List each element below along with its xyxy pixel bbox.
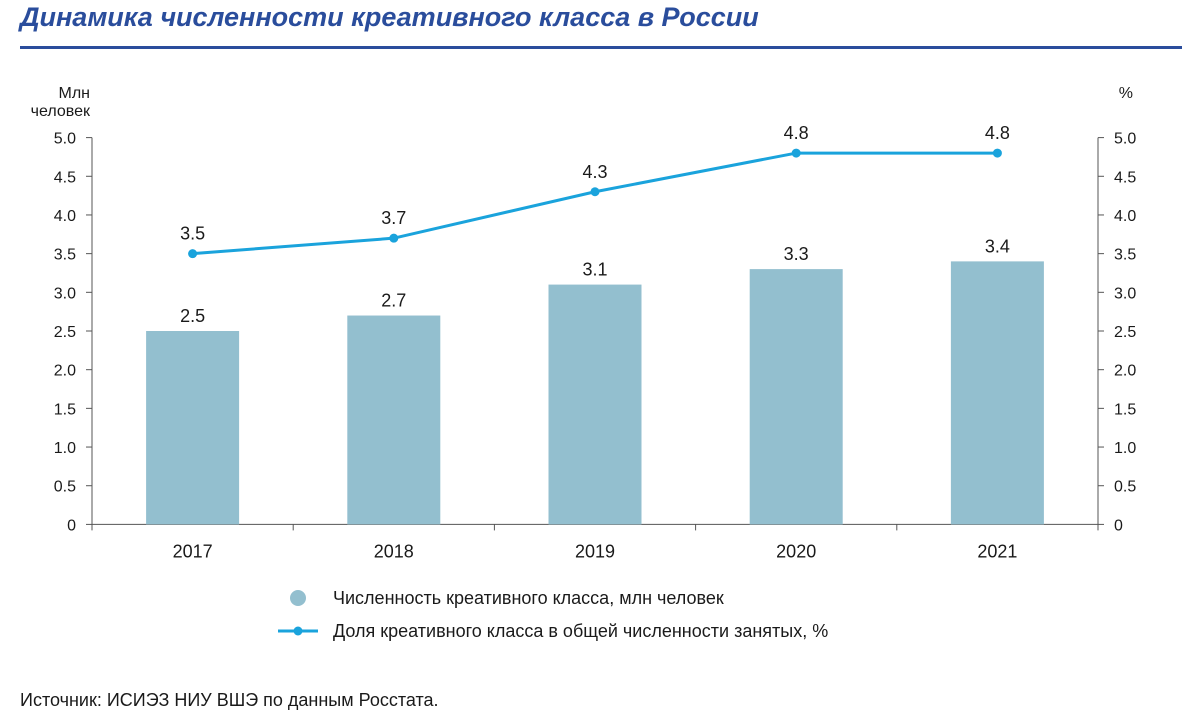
bar [749, 269, 843, 525]
left-y-tick-label: 2.5 [54, 324, 76, 341]
x-tick-label: 2021 [977, 541, 1017, 561]
left-y-tick-label: 0 [67, 517, 76, 534]
line-point [188, 249, 198, 259]
bar [146, 331, 240, 525]
right-y-tick-label: 0.5 [1114, 479, 1136, 496]
left-y-tick-label: 1.0 [54, 440, 76, 457]
bar-value-label: 3.3 [784, 244, 809, 264]
left-y-tick-label: 5.0 [54, 131, 76, 148]
left-y-tick-label: 0.5 [54, 479, 76, 496]
left-y-tick-label: 4.5 [54, 169, 76, 186]
right-y-tick-label: 5.0 [1114, 131, 1136, 148]
bar-value-label: 2.5 [180, 306, 205, 326]
right-y-tick-label: 4.5 [1114, 169, 1136, 186]
axes-group: 0 0 0.5 0.5 1.0 1.0 1.5 1.5 2.0 2.0 2.5 2.5 3.0 3.0 3.… [31, 85, 1137, 561]
title-underline [20, 46, 1182, 49]
left-y-tick-label: 2.0 [54, 363, 76, 380]
bar-labels-group: 2.5 2.7 3.1 3.3 3.4 [180, 236, 1010, 326]
line-point [791, 148, 801, 158]
legend-bar-label: Численность креативного класса, млн чело… [333, 588, 724, 608]
left-axis-unit-line-1: Млн [59, 85, 91, 102]
legend-group: Численность креативного класса, млн чело… [278, 588, 828, 641]
right-axis-unit: % [1119, 85, 1133, 102]
right-y-tick-label: 2.0 [1114, 363, 1136, 380]
line-labels-group: 3.5 3.7 4.3 4.8 4.8 [180, 123, 1010, 244]
bars-group [146, 261, 1044, 525]
line-point [389, 233, 399, 243]
right-y-tick-label: 4.0 [1114, 208, 1136, 225]
legend-bar-marker [290, 590, 306, 606]
left-y-tick-label: 3.5 [54, 247, 76, 264]
bar [950, 261, 1044, 525]
x-tick-label: 2020 [776, 541, 816, 561]
right-y-tick-label: 3.0 [1114, 285, 1136, 302]
bar [347, 315, 441, 525]
chart-title: Динамика численности креативного класса … [20, 2, 759, 32]
x-tick-label: 2019 [575, 541, 615, 561]
right-y-tick-label: 0 [1114, 517, 1123, 534]
chart: 0 0 0.5 0.5 1.0 1.0 1.5 1.5 2.0 2.0 2.5 2.5 3.0 3.0 3.… [31, 85, 1137, 641]
line-value-label: 3.7 [381, 208, 406, 228]
legend-line-label: Доля креативного класса в общей численно… [333, 621, 828, 641]
line-value-label: 4.8 [985, 123, 1010, 143]
line-value-label: 4.8 [784, 123, 809, 143]
bar-value-label: 3.4 [985, 236, 1010, 256]
bar-value-label: 2.7 [381, 291, 406, 311]
bar-value-label: 3.1 [582, 260, 607, 280]
line-group [188, 148, 1002, 259]
bar [548, 284, 642, 525]
x-tick-label: 2017 [173, 541, 213, 561]
line-point [590, 187, 600, 197]
left-y-tick-label: 3.0 [54, 285, 76, 302]
left-y-tick-label: 1.5 [54, 401, 76, 418]
legend-line-dot [293, 626, 303, 636]
left-axis-unit-line-2: человек [31, 103, 91, 120]
right-y-tick-label: 3.5 [1114, 247, 1136, 264]
right-y-tick-label: 1.5 [1114, 401, 1136, 418]
right-y-tick-label: 1.0 [1114, 440, 1136, 457]
line-value-label: 4.3 [582, 162, 607, 182]
x-tick-label: 2018 [374, 541, 414, 561]
line-value-label: 3.5 [180, 224, 205, 244]
right-y-tick-label: 2.5 [1114, 324, 1136, 341]
line-point [992, 148, 1002, 158]
left-y-tick-label: 4.0 [54, 208, 76, 225]
source-note: Источник: ИСИЭЗ НИУ ВШЭ по данным Росста… [20, 690, 439, 710]
